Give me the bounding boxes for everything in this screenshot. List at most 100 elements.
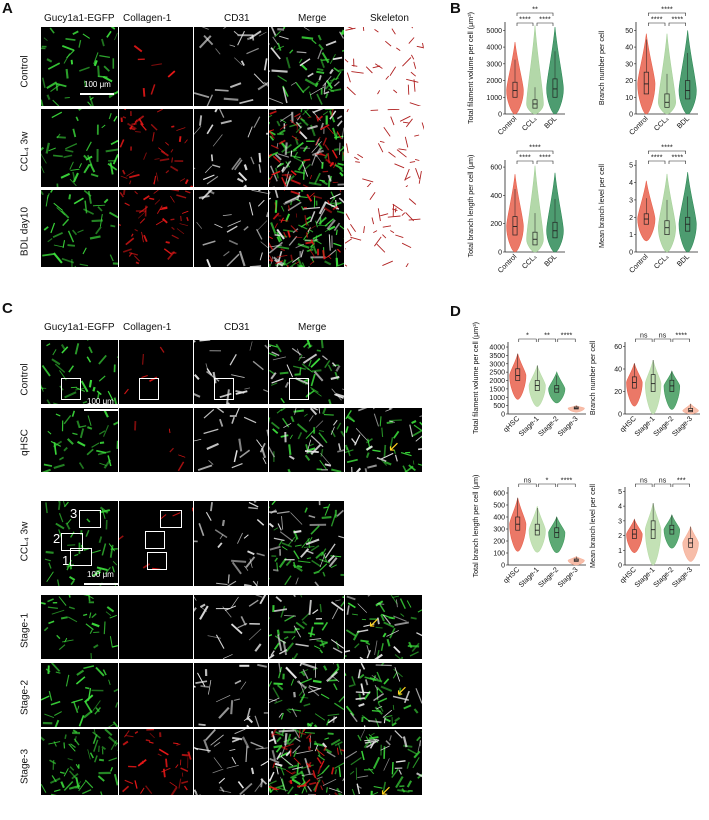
y-tick-label: 40 <box>625 45 633 52</box>
significance-bracket <box>557 483 576 487</box>
y-tick-label: 600 <box>493 491 505 498</box>
arrow-indicator: ↙ <box>380 782 392 798</box>
violin-shape <box>682 403 699 415</box>
violin-shape <box>637 33 656 115</box>
y-tick-label: 2500 <box>489 370 505 377</box>
y-tick-label: 500 <box>493 403 505 410</box>
skeleton-inset-tile <box>345 729 422 795</box>
y-tick-label: 300 <box>493 527 505 534</box>
roi-box <box>214 378 234 400</box>
significance-label: *** <box>677 476 686 485</box>
column-header: CD31 <box>224 13 250 24</box>
y-tick-label: 10 <box>625 95 633 102</box>
micrograph-tile <box>194 190 268 267</box>
roi-box <box>160 510 182 528</box>
significance-bracket <box>536 160 554 164</box>
significance-label: **** <box>519 15 531 24</box>
x-tick-label: Stage-1 <box>516 565 540 589</box>
violin-shape <box>526 165 544 253</box>
y-tick-label: 0 <box>498 112 502 119</box>
micrograph-tile <box>194 340 268 404</box>
micrograph-tile <box>119 501 193 586</box>
significance-bracket <box>648 150 686 154</box>
micrograph-tile <box>119 408 193 472</box>
significance-label: **** <box>651 15 663 24</box>
micrograph-tile <box>269 595 344 659</box>
significance-bracket <box>557 338 576 342</box>
scale-bar <box>80 93 114 95</box>
significance-label: **** <box>661 5 673 14</box>
y-tick-label: 4 <box>629 180 633 187</box>
significance-label: **** <box>675 331 687 340</box>
y-tick-label: 30 <box>625 61 633 68</box>
roi-box <box>145 531 165 549</box>
y-axis-label: Branch number per cell <box>588 340 597 415</box>
y-tick-label: 60 <box>614 344 622 351</box>
arrow-indicator: ↙ <box>368 614 380 630</box>
scale-bar-label: 100 μm <box>84 80 111 89</box>
x-tick-label: CCL₄ <box>652 252 671 271</box>
x-tick-label: Stage-3 <box>670 414 694 438</box>
y-tick-label: 3000 <box>489 361 505 368</box>
micrograph-tile <box>269 663 344 727</box>
column-header: Gucy1a1-EGFP <box>44 322 115 333</box>
micrograph-tile <box>269 109 344 187</box>
micrograph-tile <box>345 190 424 267</box>
significance-bracket <box>635 483 653 487</box>
scale-bar-label: 100 μm <box>87 397 114 406</box>
y-axis-label: Total filament volume per cell (μm³) <box>466 12 475 124</box>
significance-bracket <box>653 338 672 342</box>
x-tick-label: Stage-2 <box>536 565 560 589</box>
scale-bar <box>84 583 118 585</box>
column-header: Skeleton <box>370 13 409 24</box>
micrograph-tile <box>194 408 268 472</box>
y-tick-label: 0 <box>629 250 633 257</box>
skeleton-inset-tile <box>345 408 422 472</box>
micrograph-tile <box>41 595 118 659</box>
arrow-indicator: ↙ <box>396 682 408 698</box>
significance-label: **** <box>671 153 683 162</box>
y-tick-label: 0 <box>618 563 622 570</box>
x-tick-label: Stage-2 <box>536 414 560 438</box>
panel-label-b: B <box>450 0 461 17</box>
significance-label: ns <box>640 333 648 340</box>
violin-shape <box>528 365 546 407</box>
micrograph-tile <box>119 27 193 106</box>
y-tick-label: 1000 <box>489 395 505 402</box>
y-axis-label: Total branch length per cell (μm) <box>466 155 475 258</box>
significance-label: **** <box>661 143 673 152</box>
y-axis-label: Mean branch level per cell <box>588 484 597 568</box>
significance-label: * <box>526 331 529 340</box>
significance-label: **** <box>519 153 531 162</box>
roi-box <box>139 378 159 400</box>
significance-label: **** <box>529 143 541 152</box>
micrograph-tile <box>41 27 118 106</box>
violin-shape <box>509 353 527 400</box>
y-tick-label: 200 <box>490 221 502 228</box>
y-tick-label: 5 <box>618 489 622 496</box>
y-tick-label: 400 <box>490 193 502 200</box>
violin-shape <box>528 506 546 553</box>
column-header: Collagen-1 <box>123 13 172 24</box>
micrograph-tile <box>41 190 118 267</box>
y-tick-label: 0 <box>501 563 505 570</box>
arrow-indicator: ↙ <box>388 438 400 454</box>
micrograph-tile <box>269 408 344 472</box>
x-tick-label: CCL₄ <box>520 252 539 271</box>
significance-bracket <box>648 12 686 16</box>
panel-label-c: C <box>2 300 13 317</box>
y-tick-label: 0 <box>629 112 633 119</box>
significance-bracket <box>518 483 537 487</box>
x-tick-label: BDL <box>542 114 558 130</box>
significance-bracket <box>516 12 554 16</box>
roi-box <box>61 378 81 400</box>
skeleton-inset-tile <box>345 663 422 727</box>
y-tick-label: 0 <box>501 412 505 419</box>
y-tick-label: 4000 <box>489 345 505 352</box>
significance-bracket <box>672 338 690 342</box>
roi-box <box>70 548 92 566</box>
significance-bracket <box>518 338 537 342</box>
significance-label: **** <box>539 153 551 162</box>
micrograph-tile <box>119 663 193 727</box>
